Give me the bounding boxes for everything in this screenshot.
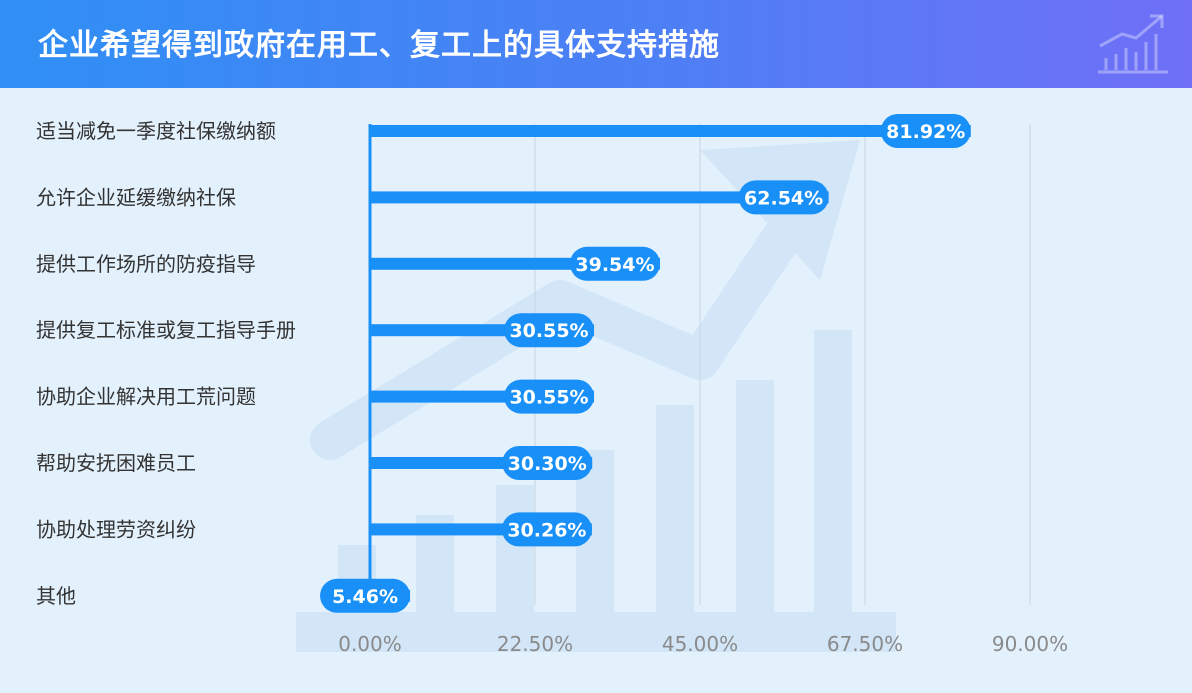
x-tick-label: 22.50%: [497, 632, 573, 656]
value-label: 62.54%: [744, 187, 823, 209]
value-label-pill: [569, 246, 660, 281]
category-label: 提供复工标准或复工指导手册: [36, 318, 296, 342]
x-tick-label: 0.00%: [338, 632, 402, 656]
category-label: 提供工作场所的防疫指导: [36, 252, 256, 276]
value-label: 30.26%: [507, 519, 586, 541]
category-label: 适当减免一季度社保缴纳额: [36, 119, 276, 143]
background-growth-art: [296, 140, 896, 652]
x-tick-label: 45.00%: [662, 632, 738, 656]
value-label-pill: [880, 114, 971, 148]
growth-chart-icon: [1098, 14, 1168, 74]
value-label: 30.55%: [509, 320, 588, 342]
value-label: 5.46%: [332, 586, 398, 608]
x-tick-label: 90.00%: [992, 632, 1068, 656]
value-label: 81.92%: [886, 121, 965, 143]
bar: [370, 191, 829, 204]
value-label-pill: [320, 578, 411, 613]
value-label-pill: [738, 180, 829, 215]
category-label: 帮助安抚困难员工: [36, 451, 196, 475]
value-label-pill: [504, 313, 595, 348]
x-tick-label: 67.50%: [827, 632, 903, 656]
value-label-pill: [501, 512, 592, 547]
page-title: 企业希望得到政府在用工、复工上的具体支持措施: [38, 28, 720, 63]
value-label-pill: [504, 379, 595, 414]
value-label-pill: [502, 446, 593, 480]
value-label: 30.30%: [508, 453, 587, 475]
category-label: 其他: [36, 584, 76, 608]
header-banner: 企业希望得到政府在用工、复工上的具体支持措施: [0, 0, 1192, 88]
bar: [370, 125, 971, 137]
value-label: 39.54%: [575, 254, 654, 276]
category-label: 协助企业解决用工荒问题: [36, 385, 256, 409]
value-label: 30.55%: [509, 387, 588, 409]
category-label: 允许企业延缓缴纳社保: [36, 185, 236, 209]
category-label: 协助处理劳资纠纷: [36, 517, 196, 541]
